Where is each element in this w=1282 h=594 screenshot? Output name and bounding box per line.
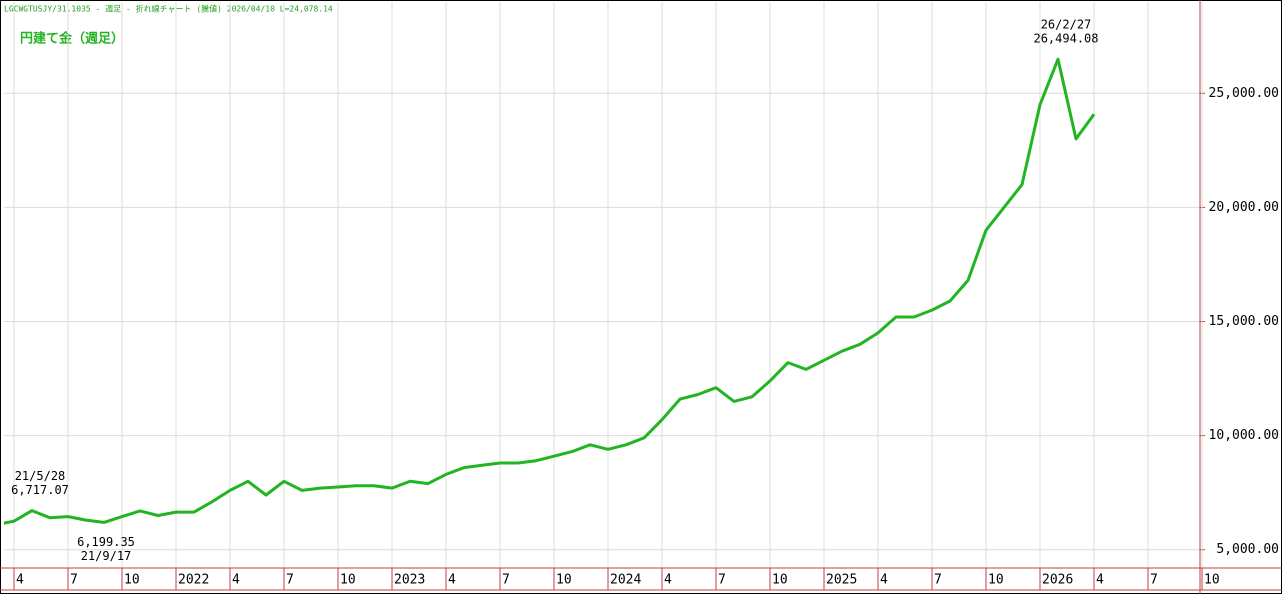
x-tick-label: 2025 — [826, 573, 857, 588]
x-tick-label: 10 — [988, 573, 1004, 588]
x-tick-label: 7 — [502, 573, 510, 588]
x-tick-label: 2023 — [394, 573, 425, 588]
x-tick-label: 7 — [1150, 573, 1158, 588]
y-tick-label: 15,000.00 — [1209, 314, 1279, 329]
annotation-value: 6,199.35 — [77, 535, 135, 549]
x-tick-label: 2026 — [1042, 573, 1073, 588]
y-tick-label: 25,000.00 — [1209, 86, 1279, 101]
x-tick-label: 10 — [1204, 573, 1220, 588]
x-tick-label: 10 — [556, 573, 572, 588]
x-tick-label: 4 — [1096, 573, 1104, 588]
annotation-value: 26,494.08 — [1033, 32, 1098, 46]
x-tick-label: 4 — [880, 573, 888, 588]
x-tick-label: 4 — [664, 573, 672, 588]
annotation-date: 21/9/17 — [81, 549, 132, 563]
x-tick-label: 7 — [718, 573, 726, 588]
x-tick-label: 7 — [286, 573, 294, 588]
y-tick-label: 10,000.00 — [1209, 428, 1279, 443]
x-tick-label: 4 — [448, 573, 456, 588]
chart-title: 円建て金（週足） — [20, 31, 124, 47]
x-tick-label: 10 — [124, 573, 140, 588]
y-tick-label: 20,000.00 — [1209, 200, 1279, 215]
x-tick-label: 7 — [70, 573, 78, 588]
annotation-value: 6,717.07 — [11, 483, 69, 497]
x-tick-label: 2024 — [610, 573, 641, 588]
annotation-date: 26/2/27 — [1041, 18, 1092, 32]
x-tick-label: 7 — [934, 573, 942, 588]
x-tick-label: 4 — [232, 573, 240, 588]
x-tick-label: 2022 — [178, 573, 209, 588]
x-tick-label: 10 — [340, 573, 356, 588]
x-tick-label: 4 — [16, 573, 24, 588]
header: LGCWGTUSJY/31.1035 - 週足 - 折れ線チャート (騰値) 2… — [4, 4, 333, 14]
x-tick-label: 10 — [772, 573, 788, 588]
series-line — [4, 57, 1096, 525]
annotation-date: 21/5/28 — [15, 469, 66, 483]
y-tick-label: 5,000.00 — [1216, 542, 1279, 557]
